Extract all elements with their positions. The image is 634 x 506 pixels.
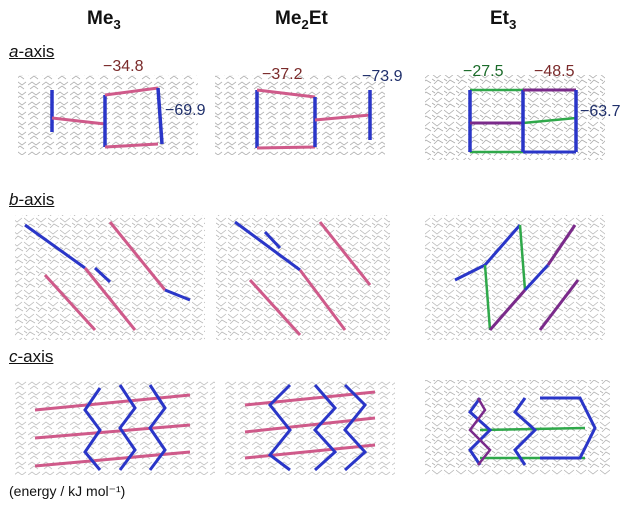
- energy-me3-blue: −69.9: [165, 102, 206, 119]
- column-title-et3: Et3: [490, 8, 517, 32]
- column-title-me2et: Me2Et: [275, 8, 328, 32]
- panel-et3-b-axis: [425, 215, 605, 340]
- energy-et3-green: −27.5: [463, 63, 504, 80]
- panel-et3-c-axis: [425, 380, 610, 475]
- panel-me3-c-axis: [15, 380, 215, 475]
- panel-me2et-b-axis: [215, 215, 390, 340]
- row-label-a-axis: a-axis: [9, 42, 55, 61]
- energy-me2et-red: −37.2: [262, 66, 303, 83]
- energy-et3-blue: −63.7: [580, 103, 621, 120]
- panel-me3-b-axis: [15, 215, 205, 340]
- panel-me2et-c-axis: [225, 380, 395, 475]
- row-label-b-axis: b-axis: [9, 190, 55, 209]
- energy-et3-red: −48.5: [534, 63, 575, 80]
- panel-me2et-a-axis: [215, 75, 385, 155]
- energy-me3-red: −34.8: [103, 58, 144, 75]
- energy-me2et-blue: −73.9: [362, 68, 403, 85]
- panel-et3-a-axis: [425, 75, 605, 160]
- panel-me3-a-axis: [18, 75, 198, 155]
- row-label-c-axis: c-axis: [9, 347, 54, 366]
- energy-unit-footnote: (energy / kJ mol⁻¹): [9, 483, 126, 499]
- column-title-me3: Me3: [87, 8, 121, 32]
